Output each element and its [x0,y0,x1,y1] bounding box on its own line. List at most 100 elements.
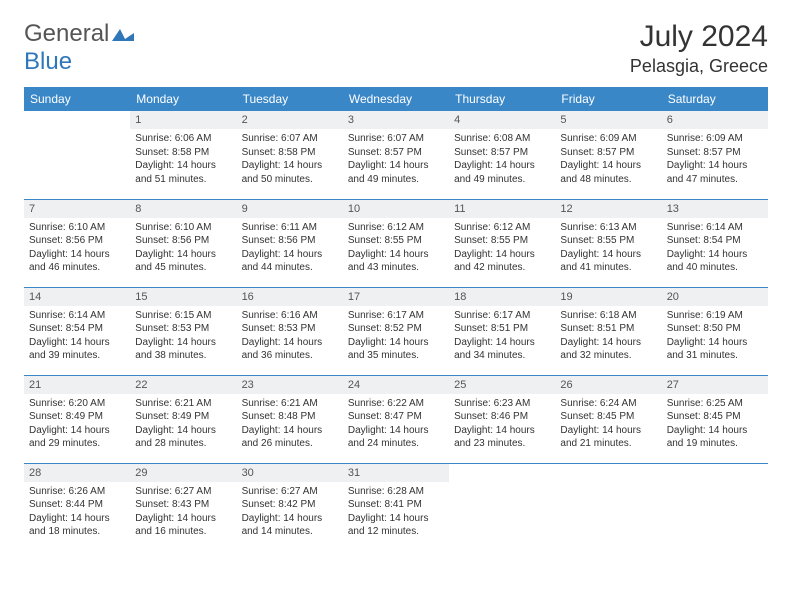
daylight-text-1: Daylight: 14 hours [242,424,338,438]
day-number: 12 [555,200,661,218]
day-info: Sunrise: 6:14 AMSunset: 8:54 PMDaylight:… [24,306,130,368]
day-info: Sunrise: 6:17 AMSunset: 8:51 PMDaylight:… [449,306,555,368]
daylight-text-1: Daylight: 14 hours [348,248,444,262]
calendar-cell: 3Sunrise: 6:07 AMSunset: 8:57 PMDaylight… [343,111,449,199]
logo: GeneralBlue [24,20,134,76]
daylight-text-1: Daylight: 14 hours [560,424,656,438]
daylight-text-2: and 50 minutes. [242,173,338,187]
sunset-text: Sunset: 8:43 PM [135,498,231,512]
calendar-cell: 6Sunrise: 6:09 AMSunset: 8:57 PMDaylight… [662,111,768,199]
calendar-cell: 15Sunrise: 6:15 AMSunset: 8:53 PMDayligh… [130,287,236,375]
daylight-text-1: Daylight: 14 hours [454,336,550,350]
sunset-text: Sunset: 8:56 PM [29,234,125,248]
sunset-text: Sunset: 8:58 PM [135,146,231,160]
sunset-text: Sunset: 8:54 PM [667,234,763,248]
calendar-cell: 21Sunrise: 6:20 AMSunset: 8:49 PMDayligh… [24,375,130,463]
daylight-text-2: and 46 minutes. [29,261,125,275]
calendar-cell: 31Sunrise: 6:28 AMSunset: 8:41 PMDayligh… [343,463,449,551]
daylight-text-2: and 49 minutes. [348,173,444,187]
day-number: 3 [343,111,449,129]
calendar-cell: 25Sunrise: 6:23 AMSunset: 8:46 PMDayligh… [449,375,555,463]
day-info: Sunrise: 6:16 AMSunset: 8:53 PMDaylight:… [237,306,343,368]
calendar-cell: 22Sunrise: 6:21 AMSunset: 8:49 PMDayligh… [130,375,236,463]
sunset-text: Sunset: 8:53 PM [135,322,231,336]
day-of-week-row: SundayMondayTuesdayWednesdayThursdayFrid… [24,87,768,111]
day-number: 18 [449,288,555,306]
sunrise-text: Sunrise: 6:17 AM [348,309,444,323]
calendar-cell: 17Sunrise: 6:17 AMSunset: 8:52 PMDayligh… [343,287,449,375]
day-number: 4 [449,111,555,129]
calendar-cell [449,463,555,551]
day-number: 1 [130,111,236,129]
calendar-cell: 7Sunrise: 6:10 AMSunset: 8:56 PMDaylight… [24,199,130,287]
day-of-week-header: Sunday [24,87,130,111]
day-info: Sunrise: 6:07 AMSunset: 8:58 PMDaylight:… [237,129,343,191]
calendar-cell: 20Sunrise: 6:19 AMSunset: 8:50 PMDayligh… [662,287,768,375]
daylight-text-2: and 21 minutes. [560,437,656,451]
calendar-cell: 27Sunrise: 6:25 AMSunset: 8:45 PMDayligh… [662,375,768,463]
day-number: 22 [130,376,236,394]
day-of-week-header: Tuesday [237,87,343,111]
sunset-text: Sunset: 8:42 PM [242,498,338,512]
calendar-cell: 11Sunrise: 6:12 AMSunset: 8:55 PMDayligh… [449,199,555,287]
day-info: Sunrise: 6:18 AMSunset: 8:51 PMDaylight:… [555,306,661,368]
daylight-text-1: Daylight: 14 hours [667,424,763,438]
day-number: 19 [555,288,661,306]
day-number: 14 [24,288,130,306]
sunset-text: Sunset: 8:57 PM [348,146,444,160]
day-number: 6 [662,111,768,129]
calendar-week-row: 14Sunrise: 6:14 AMSunset: 8:54 PMDayligh… [24,287,768,375]
calendar-cell: 12Sunrise: 6:13 AMSunset: 8:55 PMDayligh… [555,199,661,287]
day-number: 26 [555,376,661,394]
daylight-text-1: Daylight: 14 hours [560,336,656,350]
day-number: 17 [343,288,449,306]
daylight-text-2: and 43 minutes. [348,261,444,275]
sunrise-text: Sunrise: 6:17 AM [454,309,550,323]
sunset-text: Sunset: 8:57 PM [560,146,656,160]
sunset-text: Sunset: 8:55 PM [348,234,444,248]
day-number: 11 [449,200,555,218]
logo-text: GeneralBlue [24,20,134,76]
sunset-text: Sunset: 8:57 PM [454,146,550,160]
daylight-text-1: Daylight: 14 hours [242,512,338,526]
day-info: Sunrise: 6:17 AMSunset: 8:52 PMDaylight:… [343,306,449,368]
sunrise-text: Sunrise: 6:07 AM [242,132,338,146]
daylight-text-1: Daylight: 14 hours [667,248,763,262]
sunrise-text: Sunrise: 6:19 AM [667,309,763,323]
calendar-week-row: 21Sunrise: 6:20 AMSunset: 8:49 PMDayligh… [24,375,768,463]
sunrise-text: Sunrise: 6:07 AM [348,132,444,146]
daylight-text-2: and 12 minutes. [348,525,444,539]
daylight-text-1: Daylight: 14 hours [454,248,550,262]
month-title: July 2024 [630,20,768,54]
day-number: 10 [343,200,449,218]
day-number: 30 [237,464,343,482]
sunset-text: Sunset: 8:57 PM [667,146,763,160]
daylight-text-2: and 18 minutes. [29,525,125,539]
day-number: 23 [237,376,343,394]
day-info: Sunrise: 6:25 AMSunset: 8:45 PMDaylight:… [662,394,768,456]
sunrise-text: Sunrise: 6:09 AM [560,132,656,146]
sunrise-text: Sunrise: 6:11 AM [242,221,338,235]
day-number: 8 [130,200,236,218]
calendar-cell: 16Sunrise: 6:16 AMSunset: 8:53 PMDayligh… [237,287,343,375]
sunrise-text: Sunrise: 6:14 AM [29,309,125,323]
sunrise-text: Sunrise: 6:28 AM [348,485,444,499]
daylight-text-2: and 41 minutes. [560,261,656,275]
sunrise-text: Sunrise: 6:16 AM [242,309,338,323]
daylight-text-2: and 16 minutes. [135,525,231,539]
sunset-text: Sunset: 8:45 PM [560,410,656,424]
sunrise-text: Sunrise: 6:27 AM [242,485,338,499]
calendar-cell [662,463,768,551]
sunrise-text: Sunrise: 6:27 AM [135,485,231,499]
calendar-cell: 19Sunrise: 6:18 AMSunset: 8:51 PMDayligh… [555,287,661,375]
daylight-text-2: and 23 minutes. [454,437,550,451]
day-info: Sunrise: 6:27 AMSunset: 8:42 PMDaylight:… [237,482,343,544]
daylight-text-1: Daylight: 14 hours [135,336,231,350]
day-info: Sunrise: 6:10 AMSunset: 8:56 PMDaylight:… [24,218,130,280]
daylight-text-1: Daylight: 14 hours [242,159,338,173]
daylight-text-2: and 35 minutes. [348,349,444,363]
sunset-text: Sunset: 8:49 PM [29,410,125,424]
calendar-cell: 13Sunrise: 6:14 AMSunset: 8:54 PMDayligh… [662,199,768,287]
day-number: 28 [24,464,130,482]
calendar-week-row: 1Sunrise: 6:06 AMSunset: 8:58 PMDaylight… [24,111,768,199]
